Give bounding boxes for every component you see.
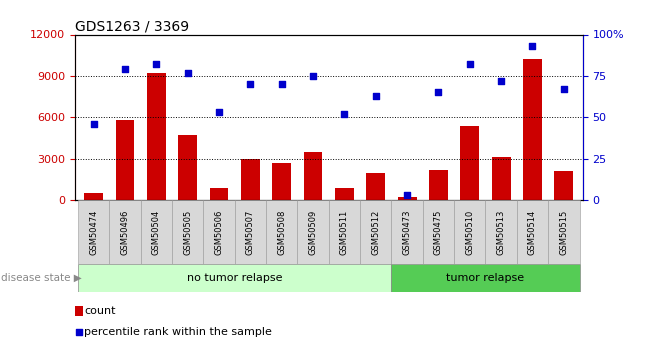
Text: GSM50505: GSM50505 (183, 210, 192, 255)
Point (339, 111, 350, 117)
Bar (210, 188, 229, 200)
Text: tumor relapse: tumor relapse (447, 273, 525, 283)
Text: GSM50512: GSM50512 (371, 210, 380, 255)
Point (434, 90, 444, 95)
Point (277, 81, 287, 87)
Bar (422, 200, 454, 264)
Point (308, 73, 318, 79)
Text: GSM50475: GSM50475 (434, 210, 443, 255)
Point (527, 43, 538, 49)
Bar (391, 200, 422, 264)
Bar (78, 200, 109, 264)
Text: GSM50511: GSM50511 (340, 210, 349, 255)
Bar (84, 193, 103, 200)
Bar (116, 120, 134, 200)
Bar (429, 170, 448, 200)
Text: GSM50510: GSM50510 (465, 210, 475, 255)
Bar (492, 157, 510, 200)
Point (214, 110, 224, 115)
Text: GSM50507: GSM50507 (246, 210, 255, 255)
Point (370, 93, 381, 99)
Text: GSM50509: GSM50509 (309, 210, 318, 255)
Point (245, 81, 256, 87)
Point (120, 67, 130, 72)
Bar (555, 171, 574, 200)
Point (496, 78, 506, 83)
Bar (548, 200, 579, 264)
Bar (335, 188, 354, 200)
Text: GSM50473: GSM50473 (402, 210, 411, 255)
Text: GSM50504: GSM50504 (152, 210, 161, 255)
Point (89, 121, 99, 127)
Bar (303, 152, 322, 200)
Text: GDS1263 / 3369: GDS1263 / 3369 (75, 19, 189, 33)
Bar (523, 59, 542, 200)
Bar (329, 200, 360, 264)
Bar (391, 264, 579, 292)
Text: GSM50496: GSM50496 (120, 210, 130, 255)
Text: count: count (84, 306, 116, 316)
Bar (109, 200, 141, 264)
Text: disease state ▶: disease state ▶ (1, 273, 82, 283)
Bar (266, 200, 298, 264)
Bar (517, 200, 548, 264)
Text: GSM50474: GSM50474 (89, 210, 98, 255)
Point (559, 86, 569, 92)
Text: GSM50513: GSM50513 (497, 210, 506, 255)
Point (182, 70, 193, 75)
Bar (367, 172, 385, 200)
Bar (298, 200, 329, 264)
Text: GSM50506: GSM50506 (215, 210, 223, 255)
Text: GSM50508: GSM50508 (277, 210, 286, 255)
Text: GSM50515: GSM50515 (559, 210, 568, 255)
Text: no tumor relapse: no tumor relapse (187, 273, 283, 283)
Point (402, 193, 412, 198)
Bar (203, 200, 235, 264)
Bar (178, 135, 197, 200)
Bar (141, 200, 172, 264)
Point (465, 61, 475, 67)
Bar (172, 200, 203, 264)
Bar (460, 126, 479, 200)
Bar (241, 159, 260, 200)
Bar (454, 200, 486, 264)
Bar (272, 163, 291, 200)
Bar (147, 73, 166, 200)
Text: percentile rank within the sample: percentile rank within the sample (84, 327, 272, 337)
Text: GSM50514: GSM50514 (528, 210, 537, 255)
Bar (235, 200, 266, 264)
Bar (398, 197, 417, 200)
Bar (360, 200, 391, 264)
Point (151, 61, 161, 67)
Bar (486, 200, 517, 264)
Bar (78, 264, 391, 292)
